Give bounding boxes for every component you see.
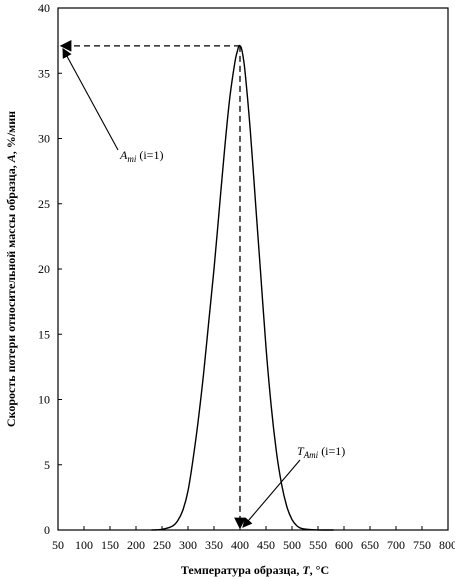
y-tick-label: 40 [38,1,50,15]
x-tick-label: 500 [283,538,301,552]
x-axis-title: Температура образца, T, °C [181,563,329,577]
amplitude-pointer-arrow [62,47,119,151]
y-tick-label: 35 [38,66,50,80]
x-tick-label: 550 [309,538,327,552]
x-tick-label: 600 [335,538,353,552]
x-tick-label: 400 [231,538,249,552]
x-tick-label: 100 [75,538,93,552]
x-tick-label: 300 [179,538,197,552]
temperature-annotation: TAmi (i=1) [297,444,345,460]
x-tick-label: 150 [101,538,119,552]
y-tick-label: 15 [38,327,50,341]
x-tick-label: 800 [439,538,455,552]
x-tick-label: 450 [257,538,275,552]
x-axis-ticks: 50 100 150 200 250 300 350 400 450 500 550 600 650 70… [52,526,455,552]
x-tick-label: 350 [205,538,223,552]
y-tick-label: 10 [38,393,50,407]
y-tick-label: 5 [44,458,50,472]
x-tick-label: 200 [127,538,145,552]
x-tick-label: 750 [413,538,431,552]
y-tick-label: 30 [38,132,50,146]
y-tick-label: 0 [44,523,50,537]
series-line [151,44,334,531]
plot-frame [57,7,449,531]
x-tick-label: 250 [153,538,171,552]
x-tick-label: 50 [52,538,64,552]
y-tick-label: 25 [38,197,50,211]
y-axis-title: Скорость потери относительной массы обра… [4,111,18,427]
y-tick-label: 20 [38,262,50,276]
x-tick-label: 700 [387,538,405,552]
amplitude-annotation: Ami (i=1) [119,148,163,164]
temperature-pointer-arrow [242,459,301,528]
y-axis-ticks: 0 5 10 15 20 25 30 35 40 [38,1,62,537]
x-tick-label: 650 [361,538,379,552]
